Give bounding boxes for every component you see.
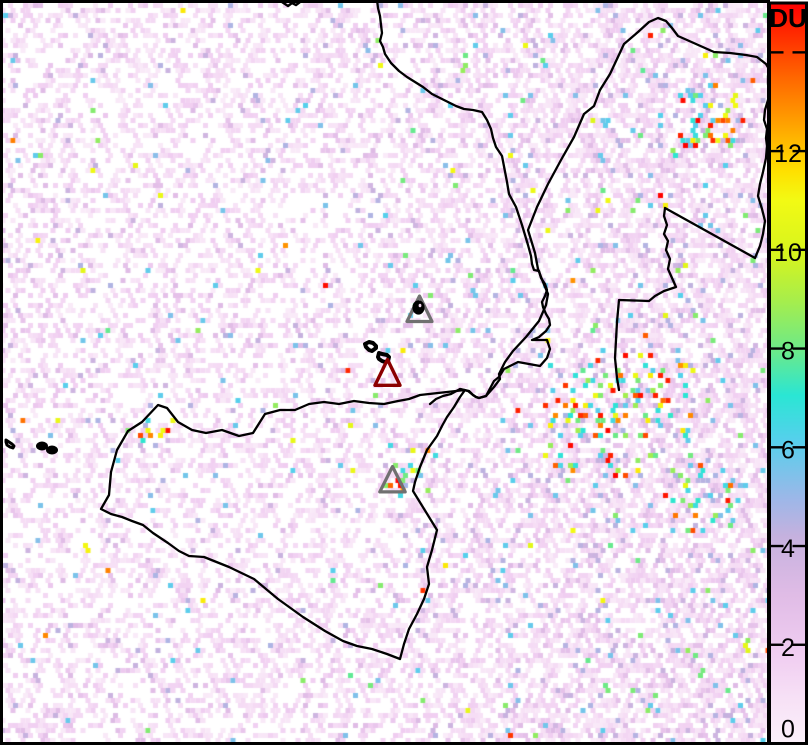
svg-text:2: 2: [781, 634, 795, 662]
svg-text:DU: DU: [769, 3, 807, 33]
svg-text:0: 0: [781, 716, 795, 744]
svg-text:4: 4: [781, 535, 795, 563]
svg-text:8: 8: [781, 338, 795, 366]
svg-text:10: 10: [774, 239, 802, 267]
svg-text:12: 12: [774, 140, 802, 168]
svg-text:6: 6: [781, 436, 795, 464]
